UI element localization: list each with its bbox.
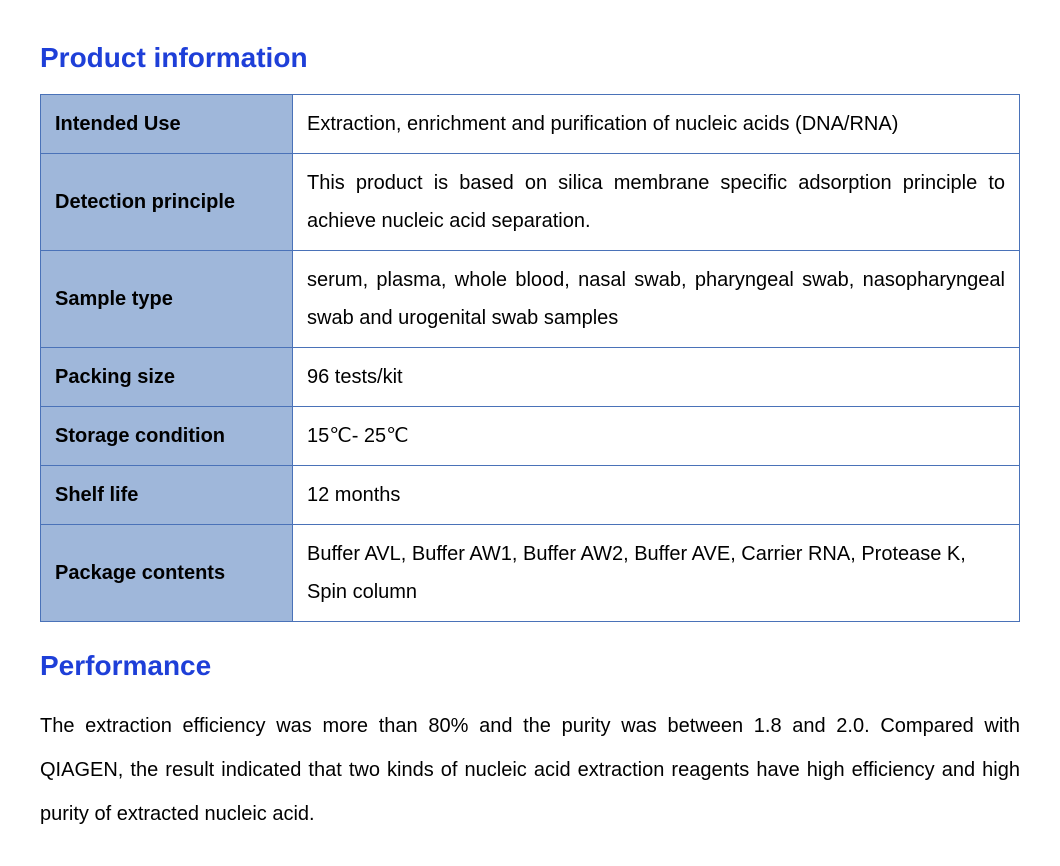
row-value: serum, plasma, whole blood, nasal swab, …: [293, 251, 1020, 348]
table-row: Packing size 96 tests/kit: [41, 348, 1020, 407]
row-label: Packing size: [41, 348, 293, 407]
row-label: Package contents: [41, 525, 293, 622]
row-value: This product is based on silica membrane…: [293, 154, 1020, 251]
row-label: Sample type: [41, 251, 293, 348]
row-label: Shelf life: [41, 466, 293, 525]
performance-body-text: The extraction efficiency was more than …: [40, 704, 1020, 836]
table-row: Package contents Buffer AVL, Buffer AW1,…: [41, 525, 1020, 622]
row-value: Buffer AVL, Buffer AW1, Buffer AW2, Buff…: [293, 525, 1020, 622]
performance-heading: Performance: [40, 650, 1020, 682]
row-value: Extraction, enrichment and purification …: [293, 95, 1020, 154]
row-value: 96 tests/kit: [293, 348, 1020, 407]
product-info-table: Intended Use Extraction, enrichment and …: [40, 94, 1020, 622]
table-row: Intended Use Extraction, enrichment and …: [41, 95, 1020, 154]
product-information-heading: Product information: [40, 42, 1020, 74]
row-label: Intended Use: [41, 95, 293, 154]
row-value: 12 months: [293, 466, 1020, 525]
row-label: Storage condition: [41, 407, 293, 466]
table-row: Detection principle This product is base…: [41, 154, 1020, 251]
table-row: Sample type serum, plasma, whole blood, …: [41, 251, 1020, 348]
row-value: 15℃- 25℃: [293, 407, 1020, 466]
row-label: Detection principle: [41, 154, 293, 251]
table-row: Shelf life 12 months: [41, 466, 1020, 525]
table-row: Storage condition 15℃- 25℃: [41, 407, 1020, 466]
